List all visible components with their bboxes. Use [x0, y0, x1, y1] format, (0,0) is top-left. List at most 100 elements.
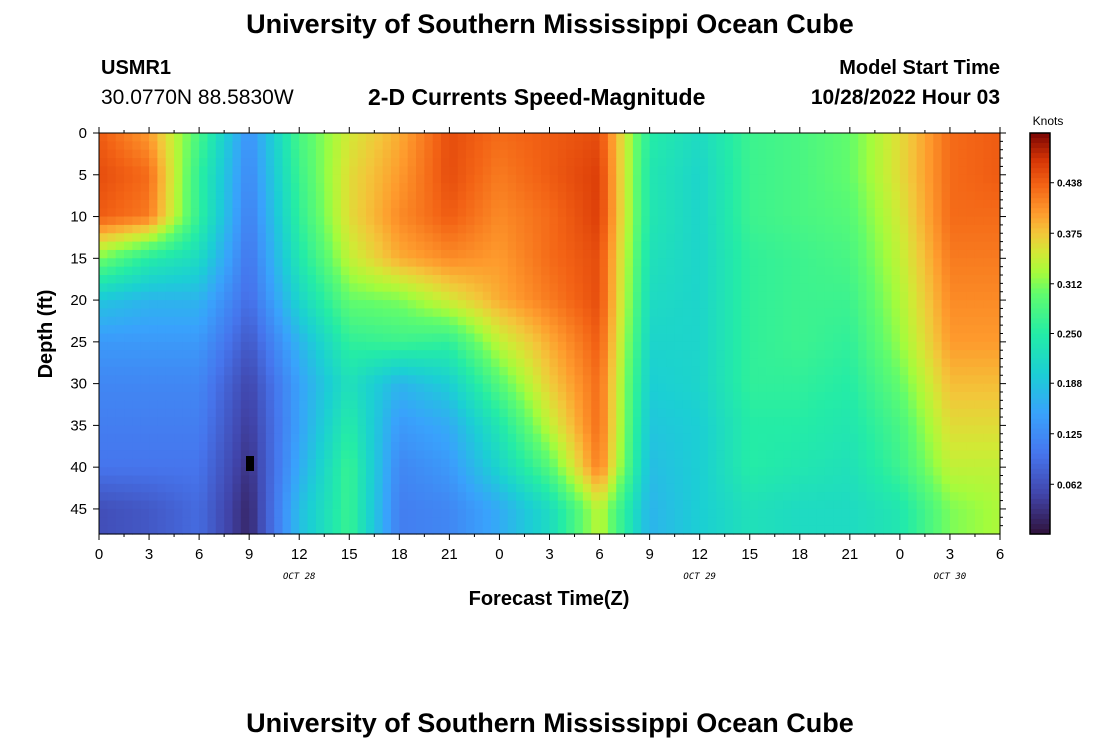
heatmap-cell: [841, 400, 851, 410]
heatmap-cell: [632, 450, 642, 460]
heatmap-cell: [682, 258, 692, 268]
heatmap-cell: [699, 383, 709, 393]
heatmap-cell: [107, 500, 117, 510]
heatmap-cell: [390, 191, 400, 201]
heatmap-cell: [991, 375, 1001, 385]
heatmap-cell: [499, 283, 509, 293]
heatmap-cell: [916, 283, 926, 293]
heatmap-cell: [866, 442, 876, 452]
heatmap-cell: [574, 174, 584, 184]
heatmap-cell: [499, 183, 509, 193]
heatmap-cell: [365, 249, 375, 259]
heatmap-cell: [174, 224, 184, 234]
heatmap-cell: [249, 141, 259, 151]
heatmap-cell: [307, 141, 317, 151]
heatmap-cell: [716, 366, 726, 376]
heatmap-cell: [991, 266, 1001, 276]
heatmap-cell: [174, 133, 184, 142]
heatmap-cell: [240, 508, 250, 518]
heatmap-cell: [299, 458, 309, 468]
heatmap-cell: [357, 400, 367, 410]
heatmap-cell: [783, 458, 793, 468]
heatmap-cell: [716, 358, 726, 368]
heatmap-cell: [933, 433, 943, 443]
heatmap-cell: [299, 325, 309, 335]
heatmap-cell: [374, 149, 384, 159]
heatmap-cell: [457, 383, 467, 393]
heatmap-cell: [265, 283, 275, 293]
heatmap-cell: [307, 291, 317, 301]
heatmap-cell: [491, 141, 501, 151]
heatmap-cell: [274, 492, 284, 502]
heatmap-cell: [215, 425, 225, 435]
heatmap-cell: [249, 224, 259, 234]
heatmap-cell: [641, 183, 651, 193]
heatmap-cell: [908, 266, 918, 276]
heatmap-cell: [482, 325, 492, 335]
heatmap-cell: [207, 408, 217, 418]
heatmap-cell: [899, 133, 909, 142]
heatmap-cell: [808, 483, 818, 493]
heatmap-cell: [557, 316, 567, 326]
heatmap-cell: [474, 500, 484, 510]
heatmap-cell: [199, 174, 209, 184]
heatmap-cell: [557, 383, 567, 393]
heatmap-cell: [607, 417, 617, 426]
heatmap-cell: [641, 383, 651, 393]
heatmap-cell: [265, 433, 275, 443]
heatmap-cell: [99, 216, 108, 226]
heatmap-cell: [224, 508, 234, 518]
heatmap-cell: [324, 191, 334, 201]
heatmap-cell: [899, 308, 909, 318]
heatmap-cell: [591, 133, 601, 142]
heatmap-cell: [174, 400, 184, 410]
heatmap-cell: [140, 241, 150, 251]
heatmap-cell: [924, 233, 934, 243]
heatmap-cell: [941, 400, 951, 410]
heatmap-cell: [799, 508, 809, 518]
heatmap-cell: [482, 300, 492, 310]
heatmap-cell: [816, 391, 826, 401]
heatmap-cell: [224, 316, 234, 326]
heatmap-cell: [899, 258, 909, 268]
heatmap-cell: [265, 341, 275, 351]
heatmap-cell: [758, 508, 767, 518]
heatmap-cell: [632, 358, 642, 368]
heatmap-cell: [532, 141, 542, 151]
heatmap-cell: [841, 249, 851, 259]
heatmap-cell: [207, 508, 217, 518]
heatmap-cell: [682, 508, 692, 518]
heatmap-cell: [557, 216, 567, 226]
heatmap-cell: [449, 275, 459, 284]
heatmap-cell: [257, 174, 267, 184]
heatmap-cell: [749, 174, 759, 184]
heatmap-cell: [107, 266, 117, 276]
heatmap-cell: [808, 224, 818, 234]
heatmap-cell: [758, 316, 767, 326]
heatmap-cell: [591, 417, 601, 426]
heatmap-cell: [933, 425, 943, 435]
heatmap-cell: [315, 400, 325, 410]
heatmap-cell: [457, 149, 467, 159]
heatmap-cell: [557, 350, 567, 360]
heatmap-cell: [899, 216, 909, 226]
heatmap-cell: [532, 308, 542, 318]
heatmap-cell: [290, 442, 300, 452]
heatmap-cell: [674, 316, 684, 326]
heatmap-cell: [641, 208, 651, 218]
heatmap-cell: [215, 316, 225, 326]
heatmap-cell: [207, 258, 217, 268]
heatmap-cell: [516, 500, 526, 510]
heatmap-cell: [265, 450, 275, 460]
heatmap-cell: [324, 508, 334, 518]
heatmap-cell: [908, 375, 918, 385]
heatmap-cell: [991, 199, 1001, 209]
heatmap-cell: [574, 291, 584, 301]
heatmap-cell: [232, 517, 242, 527]
heatmap-cell: [941, 467, 951, 477]
heatmap-cell: [616, 141, 626, 151]
heatmap-cell: [299, 291, 309, 301]
heatmap-cell: [991, 283, 1001, 293]
heatmap-cell: [849, 450, 859, 460]
heatmap-cell: [240, 208, 250, 218]
